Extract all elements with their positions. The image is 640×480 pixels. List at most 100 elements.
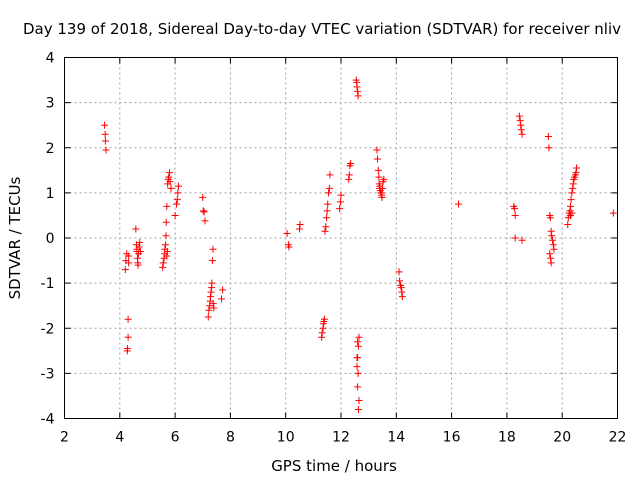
data-point (207, 288, 215, 296)
data-point (318, 329, 326, 337)
data-point (566, 202, 574, 210)
data-point (374, 166, 382, 174)
data-point (547, 254, 555, 262)
data-point (161, 241, 169, 249)
y-tick-label: 3 (46, 96, 55, 112)
data-point (376, 182, 384, 190)
data-point (102, 146, 110, 154)
data-point (201, 217, 209, 225)
x-tick-label: 20 (553, 430, 571, 446)
data-point (283, 229, 291, 237)
y-tick-label: -3 (41, 366, 55, 382)
data-point (319, 324, 327, 332)
grid (64, 57, 618, 419)
data-point (163, 248, 171, 256)
data-point (325, 184, 333, 192)
x-tick-label: 18 (498, 430, 516, 446)
data-point (296, 220, 304, 228)
y-tick-label: 4 (46, 51, 55, 67)
data-point (609, 209, 617, 217)
data-point (354, 342, 362, 350)
data-point (166, 178, 174, 186)
data-point (174, 182, 182, 190)
data-point (163, 202, 171, 210)
data-point (347, 160, 355, 168)
data-point (564, 220, 572, 228)
chart-title: Day 139 of 2018, Sidereal Day-to-day VTE… (23, 20, 621, 38)
data-point (572, 169, 580, 177)
x-tick-label: 8 (226, 430, 235, 446)
data-point (518, 130, 526, 138)
x-axis-label: GPS time / hours (271, 457, 397, 475)
data-point (336, 205, 344, 213)
x-tick-label: 14 (387, 430, 405, 446)
y-tick-label: -4 (41, 412, 55, 428)
data-point (132, 225, 140, 233)
data-point (517, 121, 525, 129)
data-point (398, 293, 406, 301)
data-point (218, 295, 226, 303)
data-point (355, 396, 363, 404)
data-point (511, 234, 519, 242)
data-point (159, 259, 167, 267)
data-point (136, 239, 144, 247)
data-point (569, 184, 577, 192)
data-point (511, 211, 519, 219)
y-tick-label: -1 (41, 276, 55, 292)
data-point (324, 200, 332, 208)
data-point (206, 293, 214, 301)
data-point (354, 87, 362, 95)
data-point (163, 252, 171, 260)
data-point (121, 266, 129, 274)
data-point (516, 117, 524, 125)
data-point (174, 189, 182, 197)
data-point (336, 198, 344, 206)
data-point (210, 304, 218, 312)
x-tick-label: 16 (443, 430, 461, 446)
data-point (296, 225, 304, 233)
data-point (337, 191, 345, 199)
data-point (568, 189, 576, 197)
data-point (380, 175, 388, 183)
data-point (159, 263, 167, 271)
data-points (101, 76, 617, 413)
data-point (101, 130, 109, 138)
data-point (208, 257, 216, 265)
data-point (124, 315, 132, 323)
x-tick-label: 12 (332, 430, 350, 446)
data-point (200, 208, 208, 216)
data-point (354, 92, 362, 100)
data-point (568, 209, 576, 217)
y-tick-label: 1 (46, 186, 55, 202)
data-point (199, 207, 207, 215)
data-point (124, 333, 132, 341)
data-point (345, 175, 353, 183)
data-point (375, 173, 383, 181)
data-point (162, 232, 170, 240)
data-point (205, 306, 213, 314)
data-point (353, 363, 361, 371)
data-point (547, 227, 555, 235)
data-point (199, 193, 207, 201)
data-point (397, 284, 405, 292)
data-point (165, 173, 173, 181)
data-point (166, 169, 174, 177)
data-point (354, 369, 362, 377)
data-point (325, 189, 333, 197)
data-point (378, 193, 386, 201)
data-point (171, 211, 179, 219)
data-point (544, 132, 552, 140)
x-tick-label: 2 (60, 430, 69, 446)
data-point (321, 227, 329, 235)
data-point (547, 259, 555, 267)
data-point (517, 126, 525, 134)
data-point (209, 299, 217, 307)
data-point (569, 180, 577, 188)
data-point (455, 200, 463, 208)
data-point (353, 83, 361, 91)
data-point (550, 245, 558, 253)
data-point (320, 315, 328, 323)
data-point (398, 288, 406, 296)
